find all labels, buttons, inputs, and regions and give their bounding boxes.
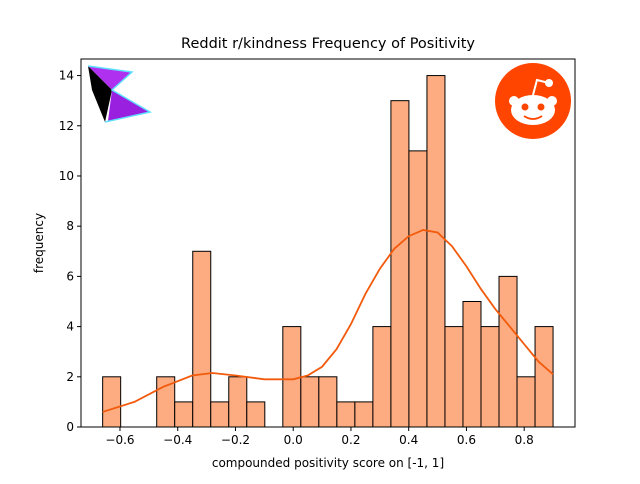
bar <box>534 326 554 428</box>
bar <box>408 150 428 428</box>
bar <box>336 401 356 428</box>
x-tick-label: 0.6 <box>457 433 476 447</box>
bar <box>174 401 194 428</box>
bar <box>246 401 266 428</box>
x-tick-label: 0.0 <box>284 433 303 447</box>
x-tick-label: −0.4 <box>163 433 192 447</box>
bar <box>444 326 464 428</box>
bar <box>426 75 446 428</box>
bar <box>192 250 212 428</box>
x-tick-label: 0.2 <box>341 433 360 447</box>
x-tick-label: 0.8 <box>515 433 534 447</box>
y-tick-label: 4 <box>66 320 74 334</box>
bar <box>354 401 374 428</box>
x-axis-label: compounded positivity score on [-1, 1] <box>212 456 444 470</box>
y-tick-label: 8 <box>66 219 74 233</box>
x-tick-label: 0.4 <box>399 433 418 447</box>
plot-frame <box>80 58 576 428</box>
y-tick-label: 12 <box>59 119 74 133</box>
bar <box>300 376 320 428</box>
bar <box>318 376 338 428</box>
bar <box>102 376 122 428</box>
bar <box>210 401 230 428</box>
y-tick-label: 14 <box>59 69 74 83</box>
plot-area <box>102 75 554 428</box>
x-tick-label: −0.6 <box>105 433 134 447</box>
chart-title: Reddit r/kindness Frequency of Positivit… <box>181 36 475 52</box>
x-tick-label: −0.2 <box>221 433 250 447</box>
y-tick-label: 10 <box>59 169 74 183</box>
bar <box>516 376 536 428</box>
bar <box>282 326 302 428</box>
y-tick-label: 6 <box>66 269 74 283</box>
bar <box>462 300 482 428</box>
bar <box>480 326 500 428</box>
bar <box>498 275 518 428</box>
logo-left <box>87 65 153 123</box>
bar <box>228 376 248 428</box>
bar <box>390 100 410 428</box>
y-tick-label: 2 <box>66 370 74 384</box>
kde-line <box>102 229 554 413</box>
y-axis-label: frequency <box>32 213 46 273</box>
reddit-logo <box>495 63 571 139</box>
y-tick-label: 0 <box>66 420 74 434</box>
bar <box>372 326 392 428</box>
